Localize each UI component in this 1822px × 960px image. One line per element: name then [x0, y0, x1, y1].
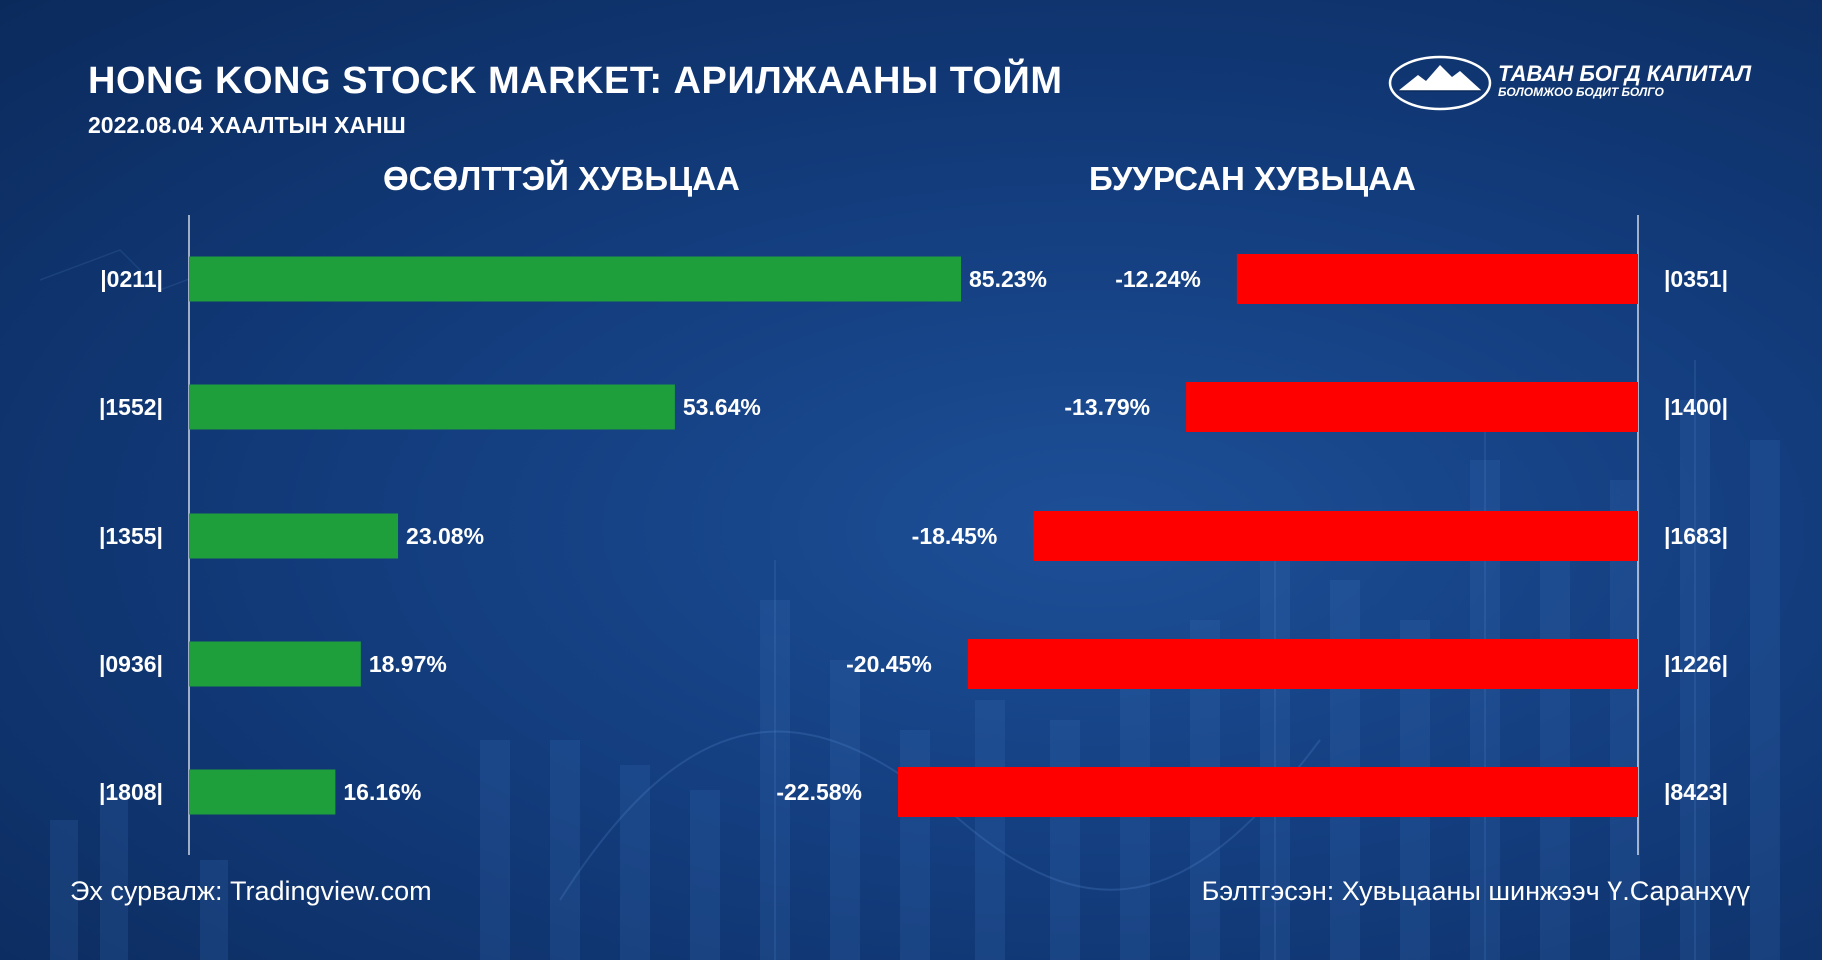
gainer-bar — [189, 513, 399, 559]
loser-value-label: -18.45% — [912, 523, 998, 549]
gainers-panel-title: ӨСӨЛТТЭЙ ХУВЬЦАА — [383, 160, 740, 197]
loser-ticker-label: |0351| — [1664, 266, 1728, 292]
page-title: HONG KONG STOCK MARKET: АРИЛЖААНЫ ТОЙМ — [88, 60, 1063, 102]
gainer-bar — [189, 256, 961, 302]
logo-tagline: БОЛОМЖОО БОДИТ БОЛГО — [1498, 85, 1664, 99]
gainer-value-label: 85.23% — [969, 266, 1047, 292]
loser-value-label: -22.58% — [776, 779, 862, 805]
loser-value-label: -20.45% — [846, 651, 932, 677]
prepared-by-note: Бэлтгэсэн: Хувьцааны шинжээч Ү.Саранхүү — [1201, 876, 1750, 906]
source-note: Эх сурвалж: Tradingview.com — [70, 876, 432, 906]
gainer-ticker-label: |1355| — [99, 523, 163, 549]
loser-ticker-label: |8423| — [1664, 779, 1728, 805]
loser-bar — [1236, 254, 1638, 304]
gainer-bar — [189, 769, 336, 815]
loser-bar — [1186, 382, 1638, 432]
gainer-ticker-label: |0211| — [100, 266, 163, 292]
loser-bar — [1033, 511, 1638, 561]
gainer-value-label: 53.64% — [683, 394, 761, 420]
loser-bar — [898, 767, 1638, 817]
gainer-bar — [189, 384, 675, 430]
loser-bar — [967, 639, 1638, 689]
gainers-bar-chart: |0211| 85.23% |1552| 53.64% |1355| 23.08% |093… — [99, 256, 1047, 815]
loser-value-label: -12.24% — [1115, 266, 1201, 292]
losers-bar-chart: |0351| -12.24% |1400| -13.79% |1683| -18.45% |… — [776, 254, 1728, 817]
gainer-ticker-label: |0936| — [99, 651, 163, 677]
gainer-value-label: 16.16% — [343, 779, 421, 805]
gainer-ticker-label: |1552| — [99, 394, 163, 420]
gainer-bar — [189, 641, 361, 687]
gainer-ticker-label: |1808| — [99, 779, 163, 805]
loser-value-label: -13.79% — [1064, 394, 1150, 420]
gainer-value-label: 23.08% — [406, 523, 484, 549]
loser-ticker-label: |1683| — [1664, 523, 1728, 549]
gainer-value-label: 18.97% — [369, 651, 447, 677]
loser-ticker-label: |1226| — [1664, 651, 1728, 677]
losers-panel-title: БУУРСАН ХУВЬЦАА — [1089, 160, 1416, 197]
logo-company-name: ТАВАН БОГД КАПИТАЛ — [1498, 61, 1752, 86]
loser-ticker-label: |1400| — [1664, 394, 1728, 420]
company-logo: ТАВАН БОГД КАПИТАЛ БОЛОМЖОО БОДИТ БОЛГО — [1388, 55, 1752, 111]
page-subtitle: 2022.08.04 ХААЛТЫН ХАНШ — [88, 112, 406, 138]
mountain-logo-icon — [1388, 55, 1492, 111]
